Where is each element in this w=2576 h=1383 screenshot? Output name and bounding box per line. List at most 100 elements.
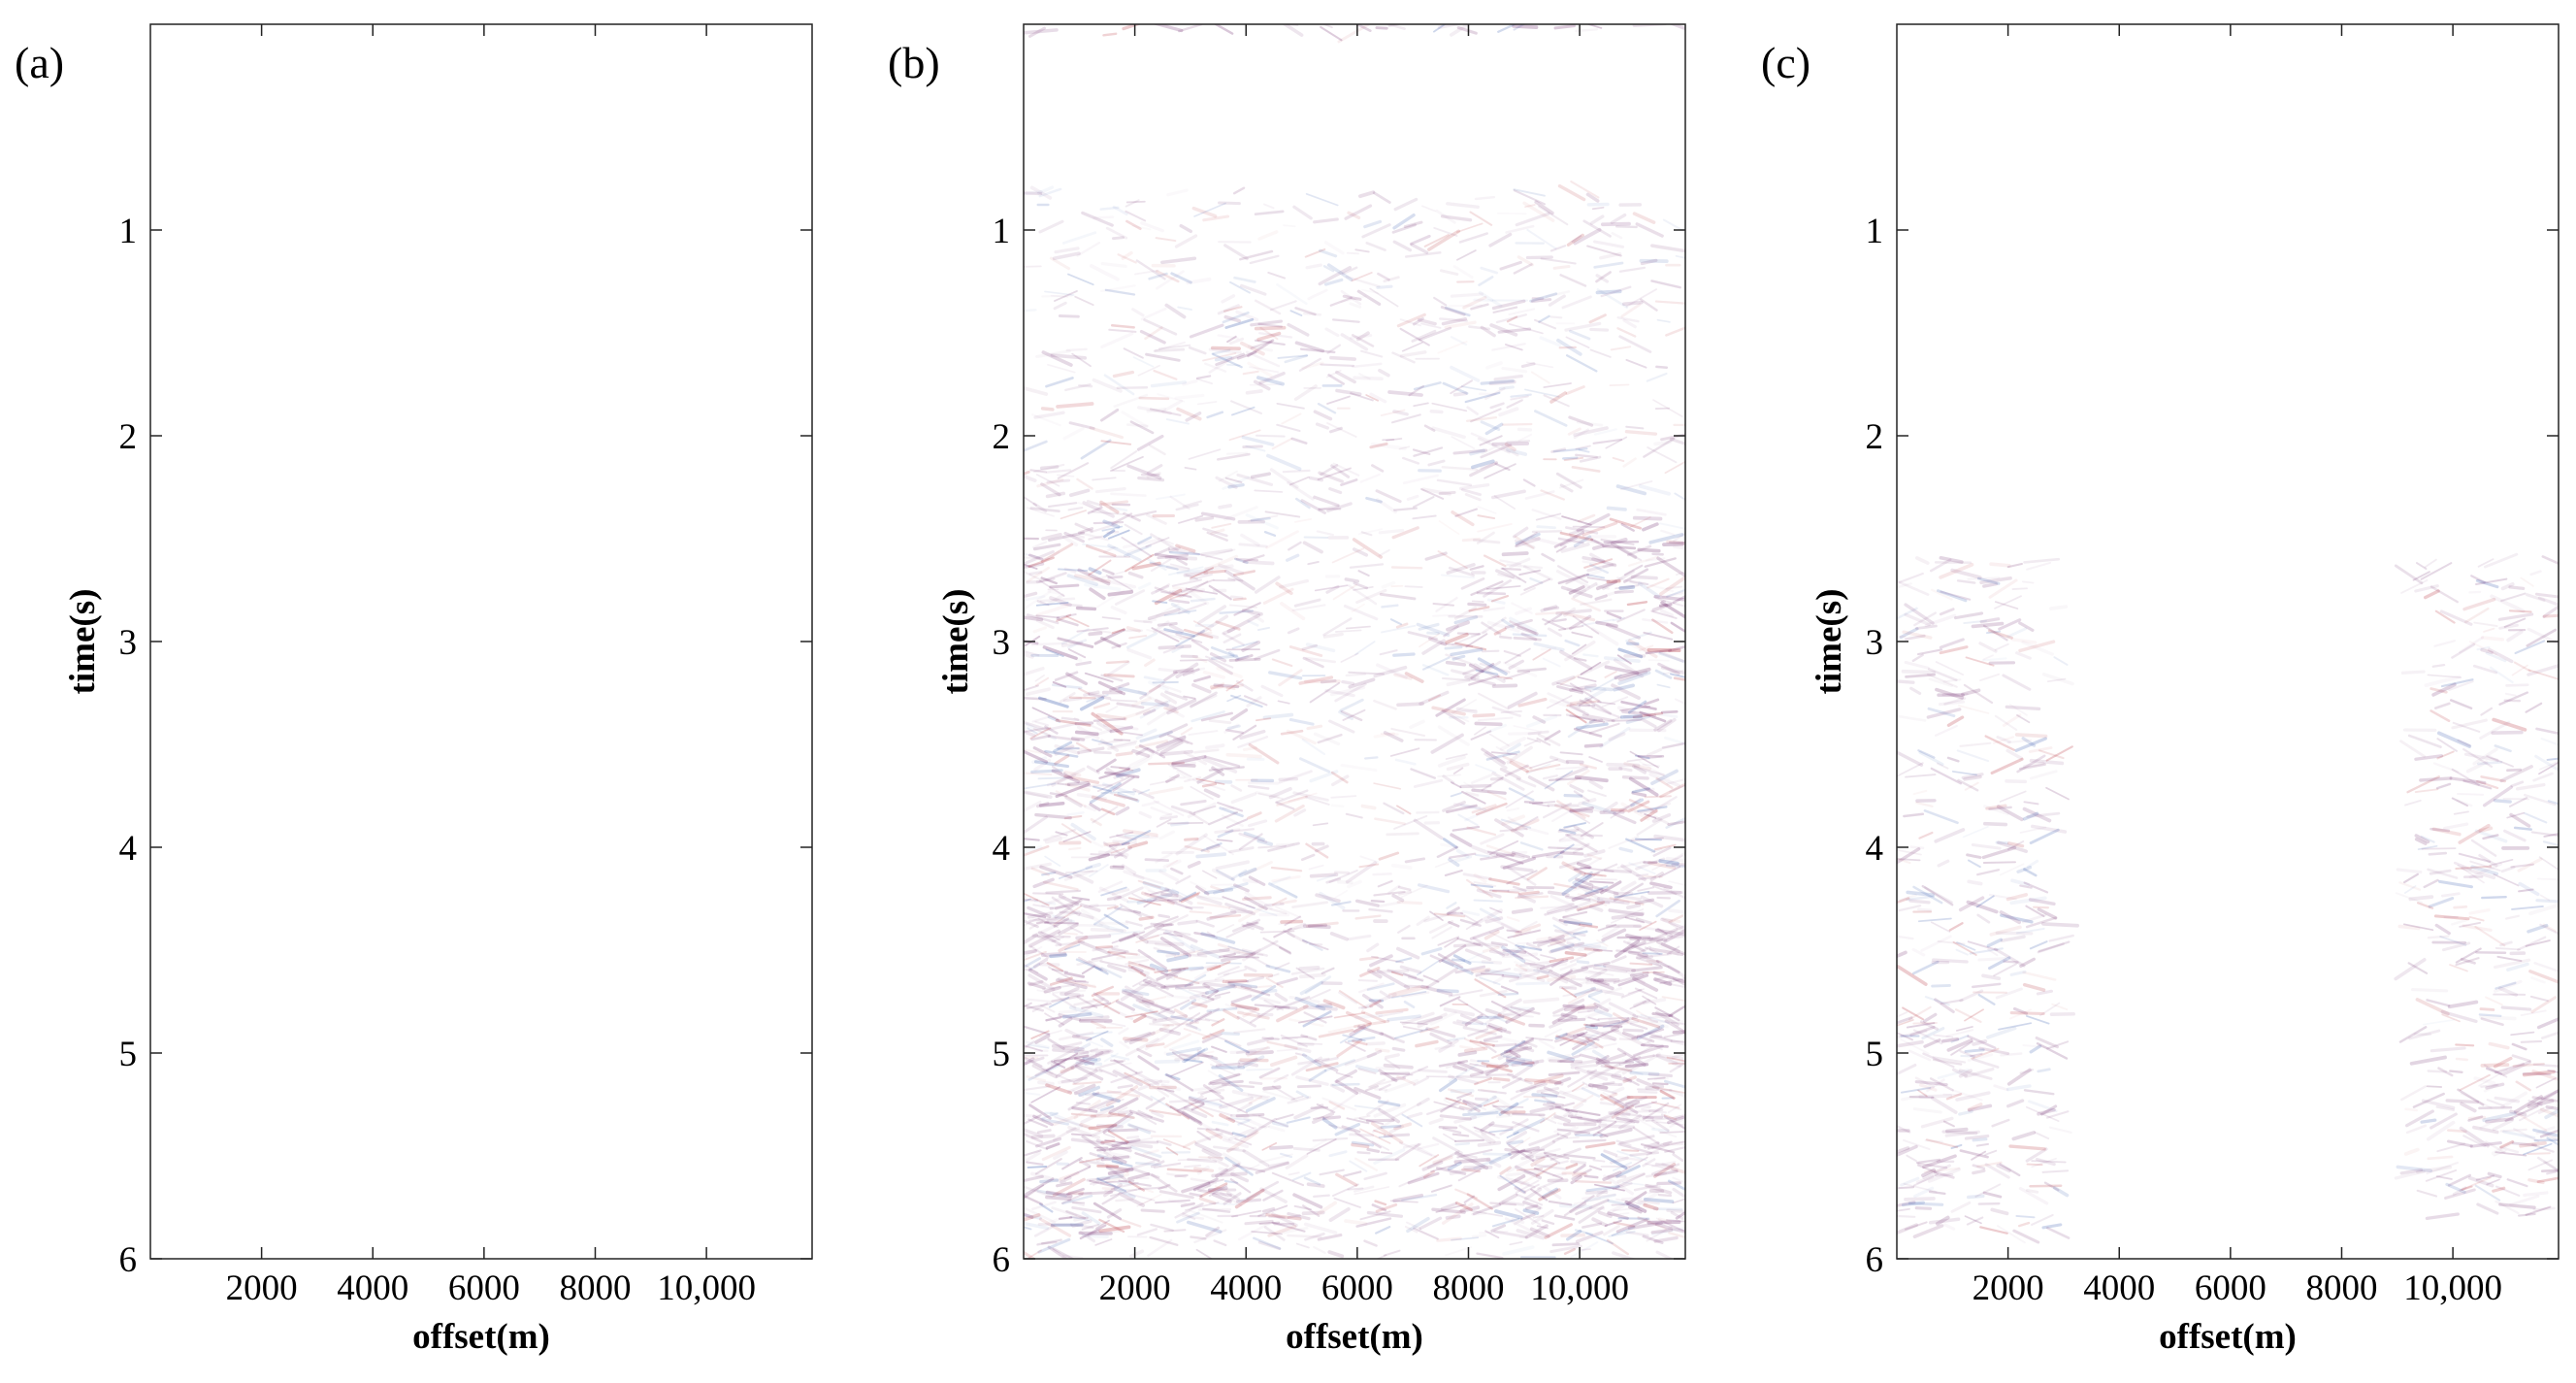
wavelet <box>1493 374 1523 381</box>
wavelet <box>1516 255 1534 267</box>
wavelet <box>1267 972 1280 978</box>
wavelet <box>1426 631 1440 636</box>
wavelet <box>1063 814 1083 820</box>
wavelet <box>1282 469 1311 474</box>
wavelet <box>1224 477 1243 483</box>
wavelet <box>1248 514 1279 522</box>
wavelet <box>2535 899 2559 904</box>
wavelet <box>1489 402 1505 410</box>
wavelet <box>1156 1139 1172 1146</box>
wavelet <box>1110 455 1144 472</box>
wavelet <box>1427 637 1448 646</box>
wavelet <box>1110 450 1138 470</box>
wavelet <box>1676 571 1685 576</box>
wavelet <box>1529 576 1544 584</box>
wavelet <box>1610 542 1638 559</box>
plot-area <box>1024 24 1685 1259</box>
wavelet <box>1669 784 1685 793</box>
wavelet <box>1072 1089 1085 1099</box>
wavelet <box>1597 1061 1635 1065</box>
wavelet <box>1452 391 1468 397</box>
wavelet <box>1316 530 1334 537</box>
wavelet <box>1255 434 1286 438</box>
wavelet <box>1524 388 1560 398</box>
wavelet <box>1255 376 1285 386</box>
wavelet <box>1624 430 1658 436</box>
wavelet <box>1591 557 1617 568</box>
wavelet <box>1078 383 1093 388</box>
wavelet <box>1091 1125 1114 1137</box>
wavelet <box>1312 1136 1349 1142</box>
wavelet <box>1982 821 2008 827</box>
wavelet <box>1138 396 1170 401</box>
wavelet <box>1179 631 1213 641</box>
wavelet <box>1532 938 1565 944</box>
wavelet <box>1414 1144 1437 1159</box>
wavelet <box>1068 488 1091 498</box>
wavelet <box>1054 744 1075 756</box>
wavelet <box>1399 327 1430 346</box>
wavelet <box>1648 660 1669 661</box>
wavelet <box>1582 219 1612 238</box>
wavelet <box>1064 943 1081 951</box>
wavelet <box>1135 259 1166 280</box>
wavelet <box>1226 724 1241 730</box>
wavelet <box>1588 897 1608 906</box>
wavelet <box>2009 1011 2045 1016</box>
wavelet <box>1113 793 1138 802</box>
wavelet <box>1549 391 1568 404</box>
wavelet <box>1262 1090 1298 1103</box>
wavelet <box>1666 1208 1685 1214</box>
wavelet <box>1157 621 1178 627</box>
wavelet <box>1379 649 1398 656</box>
wavelet <box>2014 733 2048 739</box>
wavelet <box>1491 343 1526 351</box>
wavelet <box>1206 843 1221 851</box>
wavelet <box>1136 434 1164 451</box>
wavelet <box>1172 761 1196 771</box>
wavelet <box>1048 966 1076 982</box>
wavelet <box>1290 967 1325 975</box>
wavelet <box>1137 364 1160 377</box>
wavelet <box>1634 809 1658 813</box>
wavelet <box>1149 1235 1179 1246</box>
wavelet <box>1360 804 1377 810</box>
wavelet <box>1358 956 1379 962</box>
wavelet <box>1599 251 1622 260</box>
wavelet <box>1572 1138 1607 1143</box>
wavelet <box>1616 576 1644 587</box>
wavelet <box>1573 227 1602 246</box>
wavelet <box>1100 440 1132 445</box>
wavelet <box>1258 1153 1293 1164</box>
wavelet <box>1628 862 1656 875</box>
wavelet <box>1024 1250 1035 1259</box>
wavelet <box>1550 447 1567 453</box>
wavelet <box>1067 639 1088 649</box>
wavelet <box>1067 1091 1100 1111</box>
wavelet <box>1049 256 1071 271</box>
wavelet <box>1315 1004 1333 1008</box>
wavelet <box>1345 625 1371 630</box>
wavelet <box>1507 952 1536 964</box>
wavelet <box>1637 547 1661 553</box>
wavelet <box>1287 480 1315 501</box>
y-tick-label: 6 <box>993 1240 1011 1280</box>
wavelet <box>1263 999 1285 1011</box>
wavelet <box>1242 948 1261 962</box>
wavelet <box>1506 563 1544 570</box>
wavelet <box>1435 209 1456 224</box>
wavelet <box>1596 938 1609 947</box>
wavelet <box>1672 1176 1685 1184</box>
wavelet <box>1288 792 1318 803</box>
wavelet <box>1365 242 1386 251</box>
wavelet <box>1654 1162 1675 1169</box>
wavelet <box>1147 706 1176 726</box>
wavelet <box>1288 645 1323 657</box>
wavelet <box>1479 907 1501 921</box>
wavelet <box>1618 670 1648 682</box>
wavelet <box>1340 333 1369 351</box>
wavelet <box>1662 218 1683 232</box>
wavelet <box>1237 736 1269 749</box>
wavelet <box>1167 763 1192 778</box>
wavelet <box>1637 886 1654 892</box>
